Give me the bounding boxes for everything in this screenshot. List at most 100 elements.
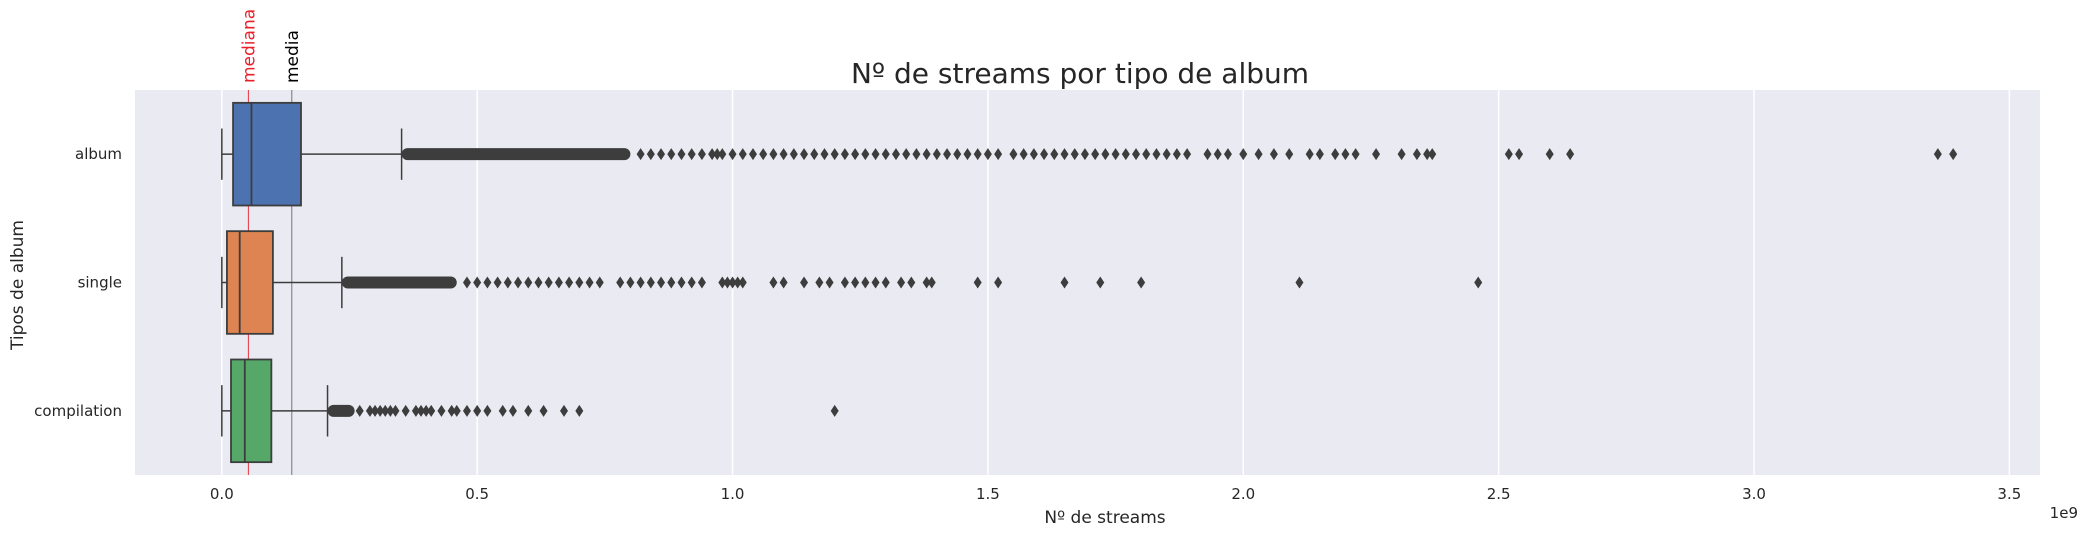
outlier-point (1203, 148, 1212, 161)
outlier-point (687, 276, 696, 289)
outlier-point (800, 276, 809, 289)
outlier-point (1397, 148, 1406, 161)
outlier-point (1341, 148, 1350, 161)
outlier-point (1142, 148, 1151, 161)
outlier-point (1162, 148, 1171, 161)
outlier-point (1060, 148, 1069, 161)
iqr-box (226, 230, 274, 335)
outlier-point (1428, 148, 1437, 161)
outlier-point (411, 404, 420, 417)
outlier-point (840, 148, 849, 161)
outlier-point (851, 148, 860, 161)
outlier-point (1213, 148, 1222, 161)
outlier-point (1111, 148, 1120, 161)
outlier-point (565, 276, 574, 289)
outlier-point (462, 404, 471, 417)
outlier-point (769, 276, 778, 289)
outlier-point (708, 148, 717, 161)
outlier-point (697, 276, 706, 289)
outlier-cluster (341, 276, 457, 289)
outlier-point (483, 404, 492, 417)
tick-labels: 0.0 0.5 1.0 1.5 2.0 2.5 3.0 3.5 album single compi… (34, 145, 2021, 503)
chart-title: Nº de streams por tipo de album (851, 57, 1309, 90)
outlier-point (386, 404, 395, 417)
outlier-point (825, 276, 834, 289)
outlier-point (973, 276, 982, 289)
outlier-point (677, 276, 686, 289)
outlier-point (779, 148, 788, 161)
outlier-point (452, 404, 461, 417)
outlier-point (1223, 148, 1232, 161)
x-tick-label: 3.5 (1997, 485, 2021, 503)
x-tick-label: 2.0 (1231, 485, 1255, 503)
outlier-point (897, 276, 906, 289)
x-tick-label: 0.5 (465, 485, 489, 503)
outlier-point (371, 404, 380, 417)
outlier-point (524, 276, 533, 289)
outlier-point (779, 276, 788, 289)
outlier-point (575, 404, 584, 417)
x-tick-label: 1.0 (721, 485, 745, 503)
outlier-point (789, 148, 798, 161)
outlier-point (738, 276, 747, 289)
outlier-point (1121, 148, 1130, 161)
outlier-point (508, 404, 517, 417)
outlier-point (1515, 148, 1524, 161)
x-offset-label: 1e9 (2050, 504, 2078, 522)
outlier-point (1315, 148, 1324, 161)
outlier-point (733, 276, 742, 289)
outlier-point (595, 276, 604, 289)
outlier-point (922, 276, 931, 289)
outlier-point (1009, 148, 1018, 161)
outlier-point (1239, 148, 1248, 161)
outlier-point (462, 276, 471, 289)
outlier-point (815, 276, 824, 289)
outlier-point (422, 404, 431, 417)
outlier-point (830, 404, 839, 417)
x-tick-label: 3.0 (1742, 485, 1766, 503)
outlier-point (922, 148, 931, 161)
outlier-cluster (327, 404, 355, 417)
outlier-point (800, 148, 809, 161)
box-single (221, 230, 1483, 335)
outlier-point (687, 148, 696, 161)
x-tick-label: 2.5 (1487, 485, 1511, 503)
outlier-point (1305, 148, 1314, 161)
outlier-point (1474, 276, 1483, 289)
outlier-point (539, 404, 548, 417)
outlier-point (994, 148, 1003, 161)
outlier-point (514, 276, 523, 289)
outlier-point (1566, 148, 1575, 161)
outlier-point (769, 148, 778, 161)
outlier-point (1172, 148, 1181, 161)
outlier-point (503, 276, 512, 289)
outlier-point (1029, 148, 1038, 161)
outlier-point (1269, 148, 1278, 161)
outlier-point (871, 276, 880, 289)
outlier-point (1295, 276, 1304, 289)
outlier-point (1096, 276, 1105, 289)
x-tick-label: 1.5 (976, 485, 1000, 503)
reference-label-media: media (283, 30, 303, 83)
outlier-point (1933, 148, 1942, 161)
outlier-point (560, 404, 569, 417)
outlier-point (1101, 148, 1110, 161)
box-compilation (221, 358, 839, 464)
y-tick-label: compilation (34, 402, 122, 420)
outlier-point (943, 148, 952, 161)
iqr-box (230, 358, 273, 464)
outlier-point (861, 276, 870, 289)
outlier-point (657, 276, 666, 289)
outlier-point (851, 276, 860, 289)
outlier-point (871, 148, 880, 161)
outlier-point (723, 276, 732, 289)
outlier-point (1949, 148, 1958, 161)
outlier-point (932, 148, 941, 161)
outlier-point (973, 148, 982, 161)
outlier-point (483, 276, 492, 289)
outlier-point (646, 148, 655, 161)
outlier-point (391, 404, 400, 417)
outlier-point (718, 148, 727, 161)
outlier-point (1080, 148, 1089, 161)
outlier-point (1050, 148, 1059, 161)
